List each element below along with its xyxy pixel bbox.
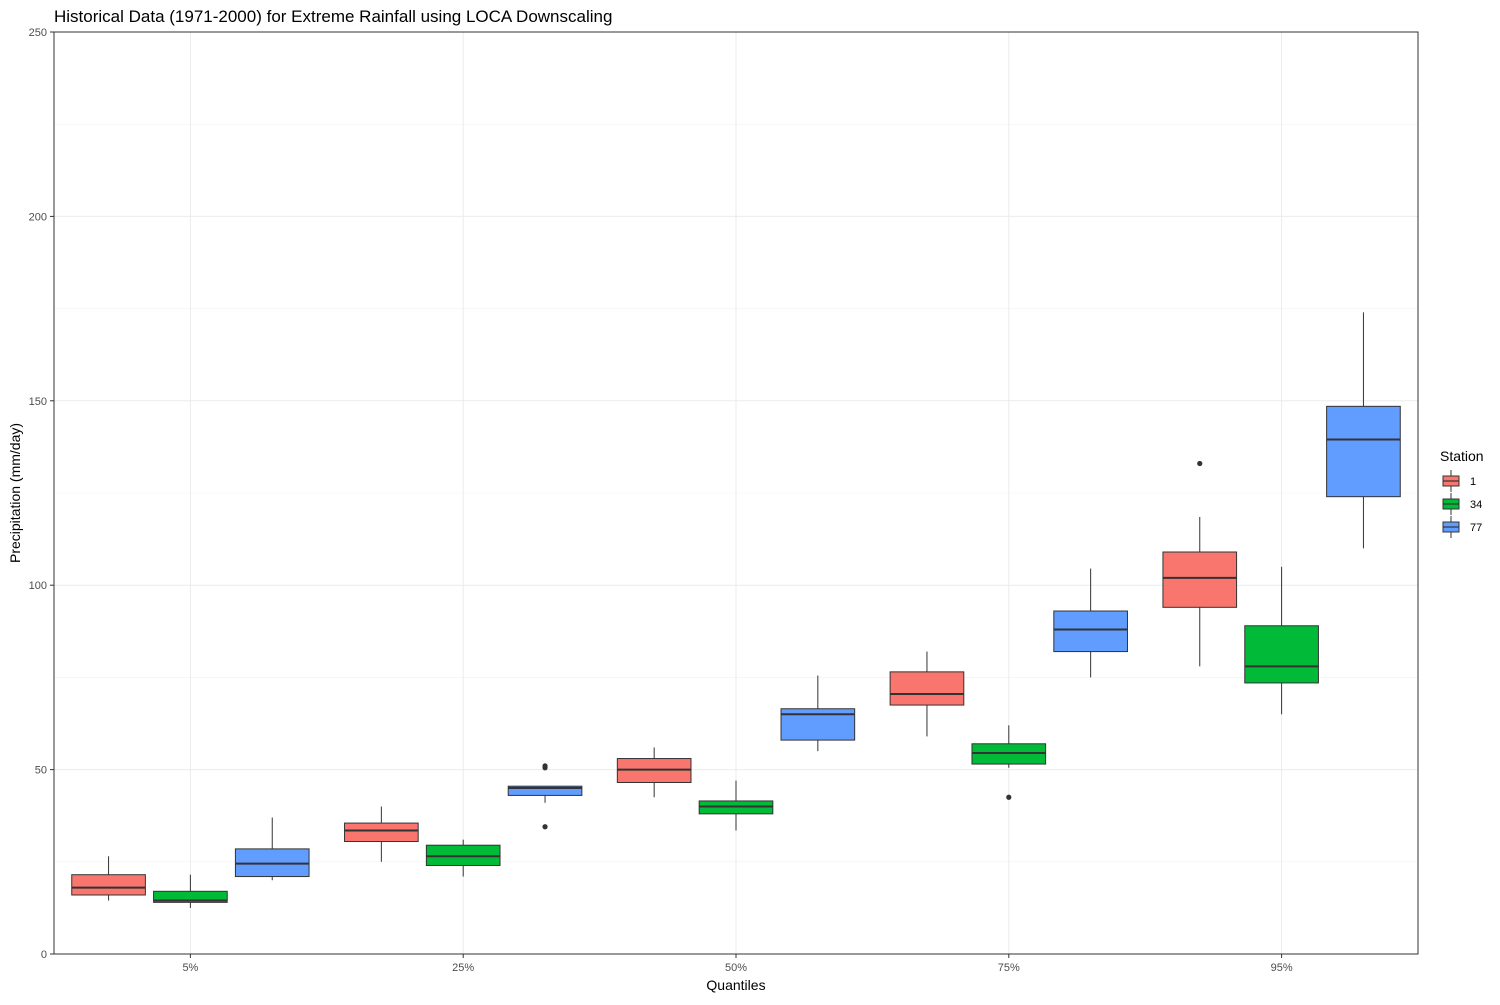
legend-label: 1: [1470, 476, 1476, 488]
y-tick-label: 150: [29, 396, 47, 408]
outlier-point: [1197, 460, 1203, 467]
outlier-point: [1006, 794, 1012, 800]
y-tick-label: 200: [29, 211, 47, 223]
y-axis-title: Precipitation (mm/day): [7, 423, 23, 563]
box-group: [616, 747, 692, 798]
box-group: [425, 839, 501, 877]
box-group: [153, 874, 228, 908]
box-group: [698, 780, 774, 831]
box-group: [971, 725, 1047, 800]
box-group: [234, 817, 310, 881]
chart-title: Historical Data (1971-2000) for Extreme …: [54, 7, 612, 26]
box: [889, 671, 965, 706]
x-tick-label: 50%: [725, 962, 747, 974]
box-group: [71, 856, 146, 901]
axes: 0 50 100 150 200 250 5% 25% 50% 75% 95%: [29, 27, 1293, 974]
y-tick-label: 0: [41, 949, 47, 961]
box: [344, 822, 419, 843]
box-group: [780, 675, 856, 752]
box: [1053, 610, 1128, 653]
legend-title: Station: [1440, 448, 1484, 464]
box: [1162, 551, 1238, 608]
legend-label: 77: [1470, 522, 1482, 534]
box-group: [1162, 460, 1238, 667]
box: [1326, 405, 1401, 498]
outlier-point: [542, 824, 548, 830]
box-group: [1244, 566, 1319, 715]
box-group: [1053, 568, 1128, 678]
y-tick-label: 50: [35, 765, 47, 777]
box: [71, 874, 146, 896]
x-tick-label: 95%: [1271, 962, 1293, 974]
box: [1244, 625, 1319, 684]
box-group: [344, 806, 419, 862]
legend-label: 34: [1470, 499, 1482, 511]
box: [153, 890, 228, 903]
box-layer: [71, 312, 1401, 908]
y-tick-label: 100: [29, 580, 47, 592]
y-tick-label: 250: [29, 27, 47, 39]
outlier-point: [542, 763, 548, 769]
x-axis-title: Quantiles: [706, 977, 765, 993]
legend: Station 1 34 77: [1440, 448, 1484, 538]
x-tick-label: 75%: [998, 962, 1020, 974]
x-tick-label: 25%: [452, 962, 474, 974]
box: [507, 785, 583, 796]
box-group: [1326, 312, 1401, 549]
box-group: [889, 651, 965, 737]
box-group: [507, 763, 583, 830]
x-tick-label: 5%: [182, 962, 198, 974]
